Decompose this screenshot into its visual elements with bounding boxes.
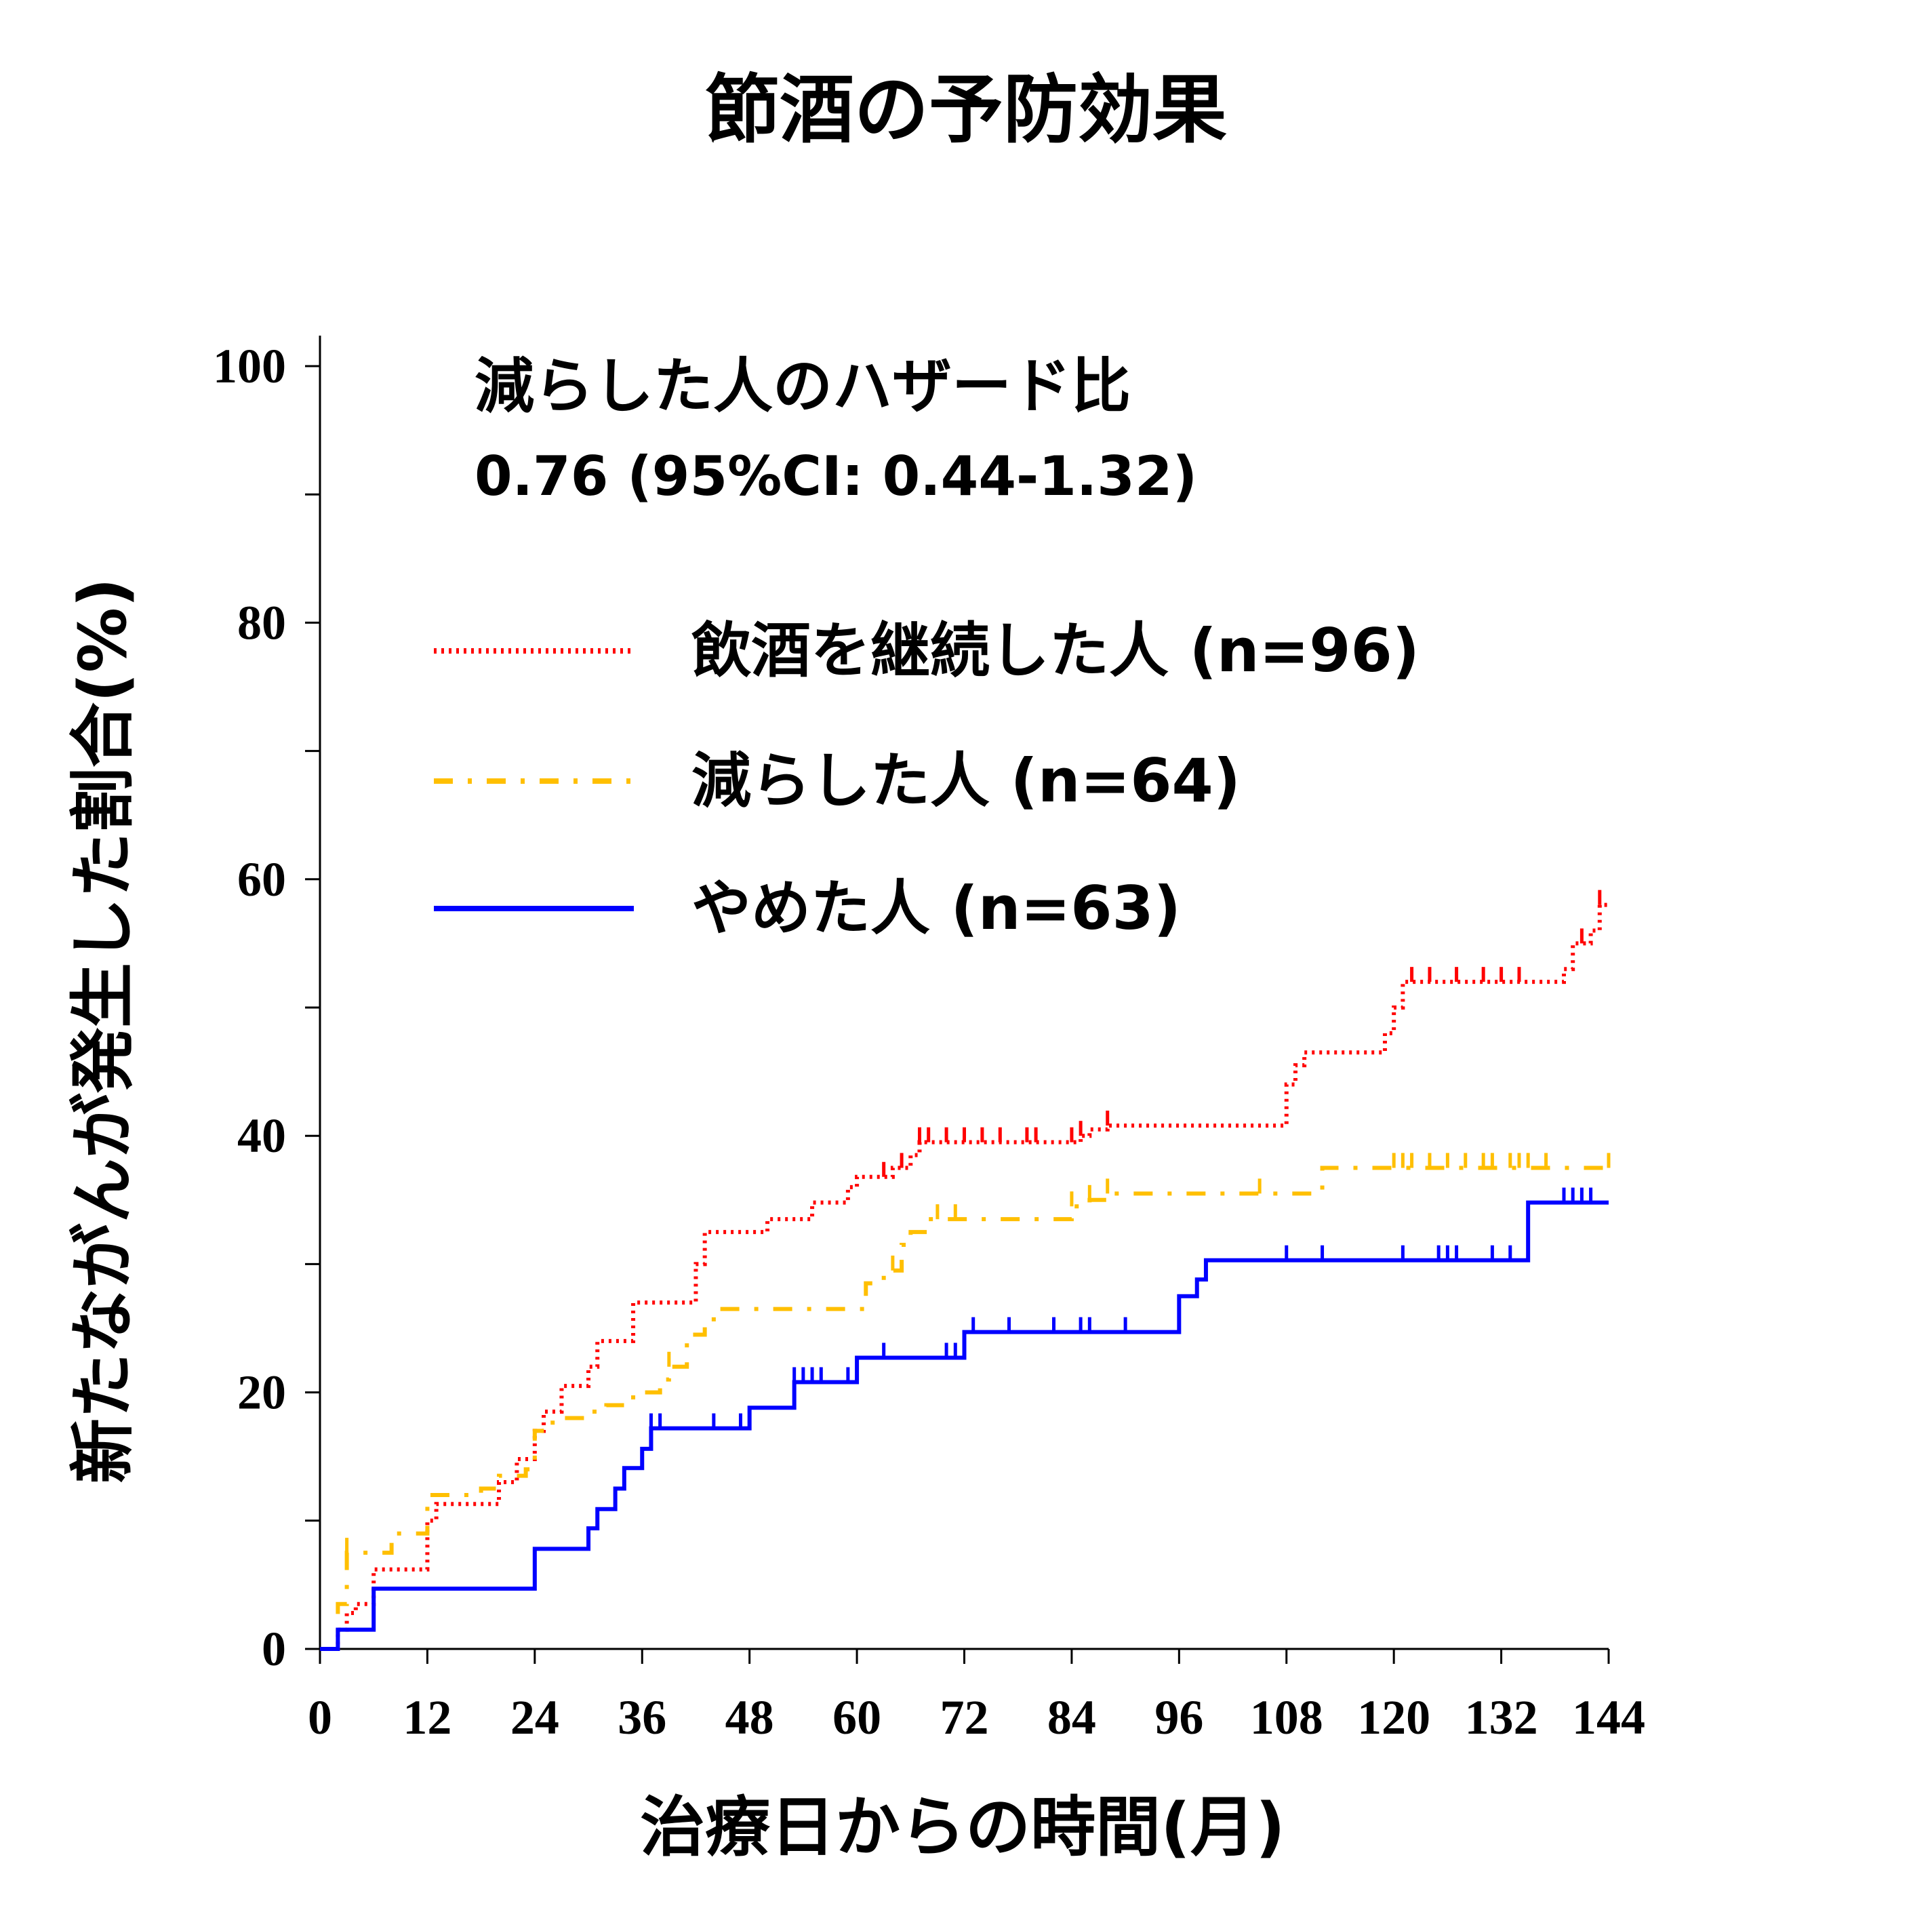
x-tick-label: 24	[510, 1690, 559, 1745]
chart-title: 節酒の予防効果	[705, 66, 1227, 153]
x-tick-label: 48	[725, 1690, 774, 1745]
y-axis-ticks: 0 20 40 60 80 100	[213, 339, 320, 1676]
legend-label-continued: 飲酒を継続した人 (n=96)	[691, 616, 1420, 685]
y-tick-label: 40	[237, 1109, 286, 1163]
x-axis-ticks: 0 12 24 36 48 60 72 84 96 108 120 132 144	[308, 1649, 1645, 1745]
x-tick-label: 0	[308, 1690, 332, 1745]
x-tick-label: 120	[1357, 1690, 1430, 1745]
y-axis-label: 新たながんが発生した割合(%)	[65, 578, 141, 1483]
x-tick-label: 36	[618, 1690, 666, 1745]
x-tick-label: 96	[1154, 1690, 1203, 1745]
legend-label-quit: やめた人 (n=63)	[691, 873, 1181, 943]
series-layer	[320, 890, 1611, 1651]
y-tick-label: 20	[237, 1366, 286, 1420]
series-line-reduced	[320, 1166, 1609, 1651]
hazard-ratio-title: 減らした人のハザード比	[475, 351, 1131, 421]
series-line-continued	[320, 902, 1609, 1651]
y-tick-label: 100	[213, 339, 286, 393]
x-tick-label: 84	[1047, 1690, 1096, 1745]
x-tick-label: 72	[940, 1690, 989, 1745]
x-tick-label: 12	[403, 1690, 451, 1745]
x-tick-label: 132	[1465, 1690, 1538, 1745]
x-tick-label: 144	[1572, 1690, 1645, 1745]
y-tick-label: 60	[237, 852, 286, 907]
legend-label-reduced: 減らした人 (n=64)	[691, 746, 1241, 816]
y-tick-label: 0	[262, 1622, 286, 1676]
y-tick-label: 80	[237, 595, 286, 650]
legend: 飲酒を継続した人 (n=96) 減らした人 (n=64) やめた人 (n=63)	[434, 616, 1420, 943]
x-axis-label: 治療日からの時間(月)	[640, 1789, 1285, 1865]
x-tick-label: 108	[1250, 1690, 1323, 1745]
series-line-quit	[320, 1200, 1609, 1651]
x-tick-label: 60	[832, 1690, 881, 1745]
axes	[319, 336, 1609, 1650]
hazard-ratio-value: 0.76 (95%CI: 0.44-1.32)	[475, 445, 1197, 508]
